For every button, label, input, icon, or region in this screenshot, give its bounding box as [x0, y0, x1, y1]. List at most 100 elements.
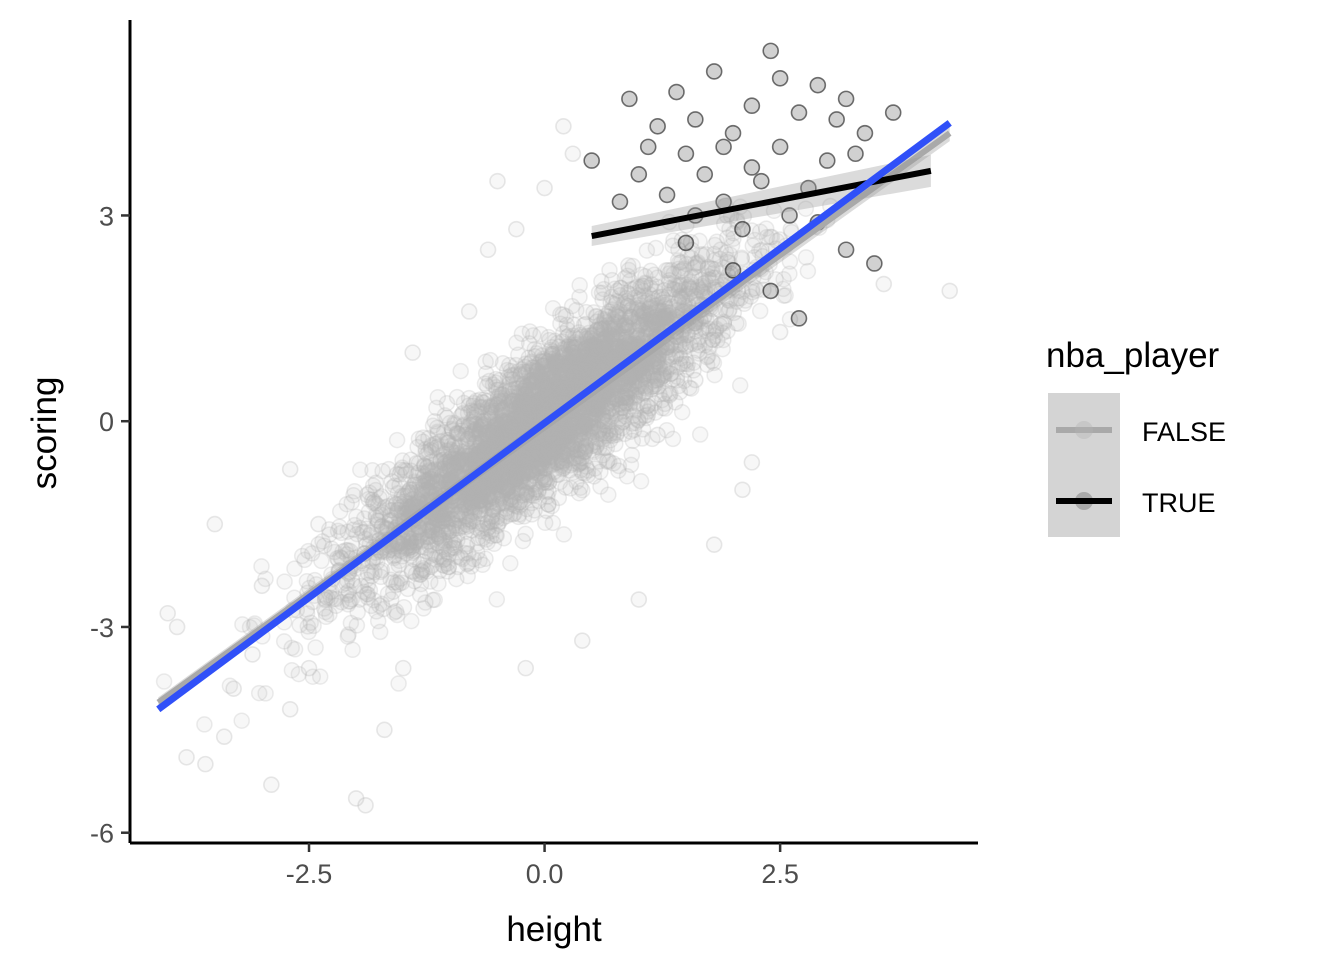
- data-point-false: [321, 521, 338, 538]
- data-point-false: [291, 616, 308, 634]
- data-point-false: [555, 324, 572, 342]
- data-point-false: [678, 255, 695, 273]
- data-point-false: [572, 375, 589, 393]
- data-point-false: [589, 348, 606, 365]
- data-point-false: [565, 344, 583, 361]
- data-point-false: [526, 502, 543, 519]
- data-point-false: [540, 328, 557, 346]
- data-point-false: [582, 418, 599, 435]
- data-point-false: [649, 426, 666, 444]
- data-point-false: [596, 416, 613, 433]
- data-point-false: [586, 363, 604, 380]
- data-point-false: [462, 413, 480, 430]
- x-axis-title: height: [506, 910, 602, 949]
- data-point-false: [337, 575, 355, 592]
- data-point-false: [386, 540, 403, 557]
- data-point-false: [529, 459, 547, 477]
- data-point-false: [579, 331, 597, 349]
- data-point-false: [620, 261, 638, 279]
- data-point-false: [592, 340, 610, 358]
- data-point-false: [631, 305, 648, 322]
- data-point-false: [225, 680, 242, 697]
- data-point-false: [576, 417, 594, 434]
- data-point-false: [498, 422, 515, 440]
- data-point-false: [570, 412, 587, 429]
- data-point-false: [340, 626, 357, 643]
- data-point-false: [583, 420, 600, 437]
- data-point-false: [628, 301, 646, 318]
- data-point-false: [397, 500, 415, 518]
- data-point-false: [622, 308, 640, 326]
- data-point-false: [491, 392, 508, 409]
- data-point-false: [661, 304, 678, 322]
- data-point-false: [504, 423, 522, 441]
- data-point-false: [387, 495, 405, 512]
- data-point-false: [573, 432, 590, 449]
- data-point-false: [630, 299, 647, 317]
- data-point-false: [442, 472, 459, 490]
- data-point-false: [670, 282, 688, 299]
- data-point-false: [595, 348, 613, 365]
- data-point-false: [558, 329, 576, 346]
- data-point-false: [657, 400, 674, 417]
- data-point-false: [586, 348, 603, 365]
- data-point-false: [515, 386, 533, 404]
- data-point-false: [622, 382, 640, 399]
- data-point-false: [572, 437, 590, 454]
- data-point-false: [689, 342, 706, 359]
- data-point-false: [488, 591, 506, 608]
- data-point-false: [611, 302, 628, 320]
- data-point-false: [552, 425, 570, 443]
- data-point-false: [384, 502, 401, 519]
- data-point-false: [299, 618, 317, 635]
- data-point-false: [534, 350, 552, 368]
- data-point-false: [159, 604, 176, 622]
- data-point-false: [474, 393, 491, 411]
- data-point-false: [436, 501, 454, 518]
- data-point-true: [734, 220, 751, 238]
- data-point-false: [594, 406, 612, 424]
- data-point-false: [364, 477, 382, 494]
- data-point-false: [592, 393, 609, 411]
- data-point-false: [474, 495, 492, 512]
- data-point-false: [568, 409, 586, 426]
- data-point-false: [585, 443, 603, 461]
- data-point-false: [388, 431, 406, 449]
- data-point-false: [617, 316, 634, 334]
- data-point-false: [414, 464, 432, 482]
- data-point-false: [588, 401, 606, 418]
- data-point-false: [375, 600, 392, 618]
- data-point-false: [625, 407, 642, 425]
- data-point-false: [473, 418, 490, 436]
- data-point-false: [616, 269, 634, 287]
- data-point-false: [516, 441, 533, 459]
- data-point-false: [608, 424, 626, 441]
- data-point-false: [586, 400, 604, 418]
- data-point-false: [561, 346, 579, 363]
- data-point-false: [641, 299, 659, 316]
- data-point-false: [645, 355, 663, 373]
- data-point-false: [480, 424, 498, 441]
- data-point-false: [550, 363, 567, 381]
- data-point-false: [482, 477, 500, 494]
- data-point-false: [656, 385, 673, 402]
- data-point-false: [484, 481, 501, 499]
- data-point-false: [554, 344, 572, 362]
- data-point-false: [505, 458, 522, 476]
- data-point-false: [656, 294, 673, 312]
- data-point-false: [618, 321, 635, 338]
- data-point-false: [559, 337, 577, 355]
- data-point-false: [460, 430, 477, 448]
- data-point-false: [533, 456, 550, 473]
- y-tick-label: -6: [90, 819, 114, 849]
- data-point-false: [488, 421, 505, 439]
- data-point-false: [495, 409, 513, 426]
- data-point-false: [585, 400, 602, 418]
- data-point-false: [521, 323, 539, 340]
- data-point-false: [596, 439, 613, 457]
- data-point-false: [563, 414, 580, 432]
- data-point-false: [451, 503, 469, 520]
- data-point-false: [379, 585, 397, 603]
- data-point-false: [594, 386, 611, 404]
